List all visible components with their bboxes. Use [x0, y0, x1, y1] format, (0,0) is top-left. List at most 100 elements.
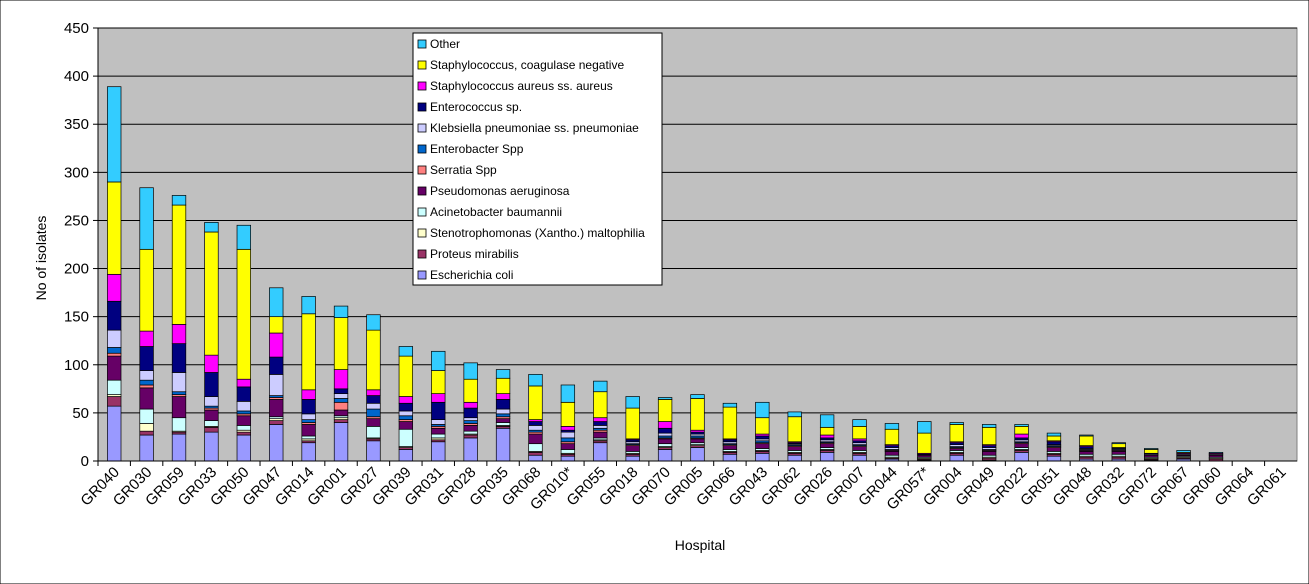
bar-segment-GR035-s0 — [495, 427, 511, 462]
bar-segment-GR027-s8 — [366, 395, 381, 404]
legend-swatch — [417, 186, 427, 196]
bar-segment-GR070-s8 — [657, 427, 673, 434]
bar-segment-GR035-s10 — [495, 377, 511, 394]
legend-entry: Acinetobacter baumannii — [430, 205, 562, 219]
bar-segment-GR039-s6 — [398, 415, 414, 420]
bar-segment-GR040-s0 — [107, 405, 122, 462]
bar-segment-GR066-s4 — [722, 445, 738, 450]
legend-entry: Staphylococcus, coagulase negative — [430, 58, 624, 72]
bar-segment-GR018-s4 — [625, 445, 640, 452]
bar-segment-GR027-s11 — [366, 314, 381, 331]
bar-segment-GR001-s4 — [333, 409, 349, 417]
bar-segment-GR051-s11 — [1046, 432, 1062, 437]
bar-segment-GR039-s8 — [398, 402, 414, 412]
bar-segment-GR001-s11 — [333, 305, 349, 318]
bar-segment-GR022-s10 — [1014, 426, 1029, 435]
bar-segment-GR028-s1 — [463, 434, 478, 439]
bar-segment-GR030-s11 — [139, 187, 154, 250]
legend-entry: Staphylococcus aureus ss. aureus — [430, 79, 613, 93]
bar-segment-GR039-s3 — [398, 428, 414, 447]
bar-segment-GR059-s8 — [171, 343, 187, 373]
bar-segment-GR044-s10 — [884, 428, 900, 445]
bar-segment-GR033-s11 — [204, 222, 219, 233]
bar-segment-GR032-s10 — [1111, 443, 1126, 448]
bar-segment-GR044-s4 — [884, 451, 900, 456]
bar-segment-GR043-s10 — [755, 417, 770, 435]
bar-segment-GR014-s7 — [301, 413, 316, 420]
bar-segment-GR039-s9 — [398, 396, 414, 404]
y-axis-label: No of isolates — [33, 216, 49, 301]
bar-segment-GR026-s11 — [819, 414, 835, 428]
y-tick-label: 450 — [64, 20, 89, 37]
bar-segment-GR027-s6 — [366, 408, 381, 418]
bar-segment-GR033-s9 — [204, 354, 219, 373]
bar-segment-GR007-s4 — [852, 446, 867, 451]
legend-entry: Klebsiella pneumoniae ss. pneumoniae — [430, 121, 639, 135]
bar-segment-GR032-s4 — [1111, 451, 1126, 455]
bar-segment-GR047-s1 — [269, 420, 284, 425]
bar-segment-GR050-s0 — [236, 434, 251, 462]
bar-segment-GR059-s10 — [171, 204, 187, 325]
bar-segment-GR047-s11 — [269, 287, 284, 318]
bar-segment-GR004-s0 — [949, 454, 964, 462]
bar-segment-GR028-s3 — [463, 430, 478, 435]
legend-swatch — [417, 144, 427, 154]
bar-segment-GR066-s0 — [722, 453, 738, 462]
y-tick-label: 400 — [64, 68, 89, 85]
bar-segment-GR035-s9 — [495, 393, 511, 400]
bar-segment-GR030-s3 — [139, 408, 154, 424]
bar-segment-GR040-s4 — [107, 355, 122, 381]
bar-segment-GR014-s9 — [301, 389, 316, 400]
bar-segment-GR047-s9 — [269, 332, 284, 358]
bar-segment-GR066-s10 — [722, 406, 738, 440]
legend-entry: Enterococcus sp. — [430, 100, 522, 114]
legend-swatch — [417, 165, 427, 175]
bar-segment-GR001-s7 — [333, 393, 349, 399]
bar-segment-GR028-s6 — [463, 420, 478, 424]
bar-segment-GR010*-s6 — [560, 437, 576, 443]
bar-segment-GR007-s0 — [852, 454, 867, 462]
bar-segment-GR035-s4 — [495, 418, 511, 423]
bar-segment-GR001-s1 — [333, 419, 349, 423]
bar-segment-GR035-s8 — [495, 399, 511, 410]
bar-segment-GR072-s10 — [1144, 449, 1159, 454]
bar-segment-GR022-s9 — [1014, 433, 1029, 439]
legend-swatch — [417, 102, 427, 112]
bar-segment-GR049-s11 — [981, 424, 997, 428]
bar-segment-GR048-s4 — [1079, 451, 1094, 455]
bar-segment-GR050-s4 — [236, 415, 251, 426]
bar-segment-GR047-s4 — [269, 399, 284, 418]
bar-segment-GR030-s10 — [139, 248, 154, 332]
bar-segment-GR001-s10 — [333, 317, 349, 370]
bar-segment-GR014-s4 — [301, 424, 316, 437]
bar-segment-GR051-s10 — [1046, 435, 1062, 442]
bar-segment-GR031-s0 — [431, 441, 446, 462]
bar-segment-GR001-s9 — [333, 369, 349, 390]
legend-swatch — [417, 249, 427, 259]
bar-segment-GR070-s10 — [657, 399, 673, 422]
bar-segment-GR033-s8 — [204, 372, 219, 397]
bar-segment-GR033-s3 — [204, 420, 219, 427]
bar-segment-GR027-s7 — [366, 402, 381, 410]
bar-segment-GR018-s0 — [625, 455, 640, 462]
bar-segment-GR068-s3 — [528, 443, 543, 452]
bar-segment-GR031-s7 — [431, 419, 446, 425]
legend-entry: Pseudomonas aeruginosa — [430, 184, 570, 198]
bar-segment-GR047-s8 — [269, 356, 284, 375]
bar-segment-GR010*-s10 — [560, 401, 576, 427]
bar-segment-GR027-s4 — [366, 418, 381, 427]
bar-segment-GR030-s6 — [139, 379, 154, 386]
y-tick-label: 350 — [64, 116, 89, 133]
bar-segment-GR047-s7 — [269, 374, 284, 396]
bar-segment-GR068-s11 — [528, 374, 543, 387]
bar-segment-GR010*-s3 — [560, 449, 576, 454]
bar-segment-GR033-s7 — [204, 396, 219, 407]
bar-segment-GR014-s11 — [301, 296, 316, 315]
bar-segment-GR066-s11 — [722, 402, 738, 408]
bar-segment-GR030-s1 — [139, 430, 154, 436]
bar-segment-GR068-s8 — [528, 421, 543, 426]
bar-segment-GR055-s7 — [593, 425, 608, 429]
bar-segment-GR014-s0 — [301, 442, 316, 462]
bar-segment-GR010*-s11 — [560, 384, 576, 403]
bar-segment-GR026-s9 — [819, 434, 835, 439]
